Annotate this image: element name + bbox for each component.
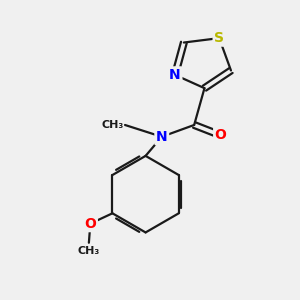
Text: O: O	[84, 217, 96, 231]
Text: N: N	[156, 130, 168, 144]
Text: O: O	[215, 128, 226, 142]
Text: CH₃: CH₃	[101, 120, 124, 130]
Text: N: N	[169, 68, 181, 82]
Text: S: S	[214, 31, 224, 45]
Text: CH₃: CH₃	[78, 246, 100, 256]
